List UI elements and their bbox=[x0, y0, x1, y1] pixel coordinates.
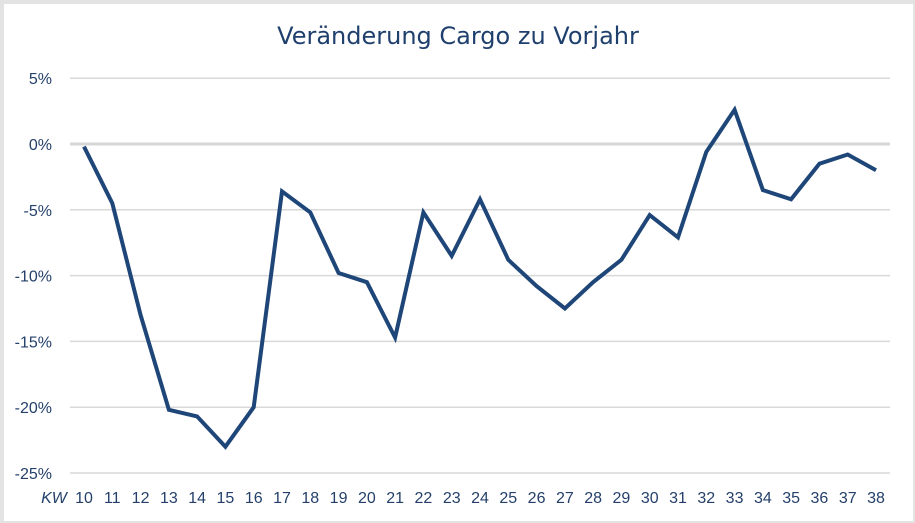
x-tick-label: 25 bbox=[499, 490, 517, 507]
x-tick-label: 38 bbox=[867, 490, 885, 507]
y-tick-label: 5% bbox=[29, 71, 52, 88]
x-tick-label: 16 bbox=[245, 490, 263, 507]
x-tick-label: 18 bbox=[301, 490, 319, 507]
chart-title: Veränderung Cargo zu Vorjahr bbox=[277, 22, 639, 50]
x-tick-label: 34 bbox=[754, 490, 772, 507]
y-tick-label: -5% bbox=[24, 203, 52, 220]
x-tick-label: 33 bbox=[726, 490, 744, 507]
x-tick-label: 37 bbox=[839, 490, 857, 507]
series-line bbox=[82, 105, 877, 450]
x-tick-label: 11 bbox=[104, 490, 121, 507]
x-tick-label: 17 bbox=[273, 490, 291, 507]
x-axis-ticks: 10 11 12 13 14 15 16 17 18 19 20 21 22 23 24 25 26 27 28 29… bbox=[75, 490, 885, 507]
x-tick-label: 22 bbox=[415, 490, 433, 507]
y-tick-label: 0% bbox=[29, 137, 52, 154]
x-tick-label: 10 bbox=[75, 490, 93, 507]
x-tick-label: 24 bbox=[471, 490, 489, 507]
x-tick-label: 26 bbox=[528, 490, 546, 507]
x-tick-label: 15 bbox=[217, 490, 235, 507]
x-tick-label: 13 bbox=[160, 490, 178, 507]
y-tick-label: -20% bbox=[15, 400, 52, 417]
x-tick-label: 30 bbox=[641, 490, 659, 507]
x-tick-label: 35 bbox=[782, 490, 800, 507]
x-tick-label: 31 bbox=[669, 490, 687, 507]
gridlines bbox=[70, 77, 890, 474]
x-axis-label: KW bbox=[41, 490, 69, 507]
x-tick-label: 28 bbox=[584, 490, 602, 507]
x-tick-label: 14 bbox=[188, 490, 206, 507]
y-tick-label: -15% bbox=[15, 334, 52, 351]
x-tick-label: 29 bbox=[613, 490, 631, 507]
x-tick-label: 27 bbox=[556, 490, 574, 507]
x-tick-label: 19 bbox=[330, 490, 348, 507]
x-tick-label: 21 bbox=[386, 490, 404, 507]
x-tick-label: 20 bbox=[358, 490, 376, 507]
y-tick-label: -10% bbox=[15, 269, 52, 286]
y-tick-label: -25% bbox=[15, 466, 52, 483]
y-axis-ticks: 5% 0% -5% -10% -15% -20% -25% bbox=[15, 71, 52, 483]
x-tick-label: 12 bbox=[132, 490, 150, 507]
x-tick-label: 36 bbox=[811, 490, 829, 507]
x-tick-label: 23 bbox=[443, 490, 461, 507]
x-tick-label: 32 bbox=[697, 490, 715, 507]
